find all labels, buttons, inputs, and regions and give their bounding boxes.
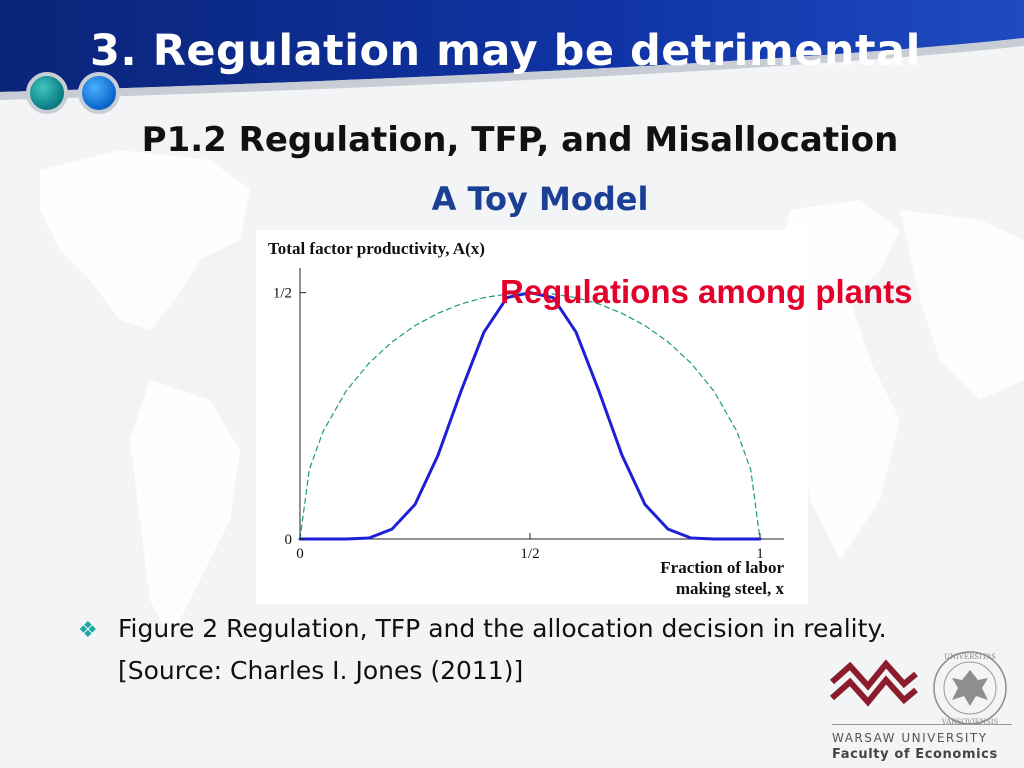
chart-series: [298, 291, 762, 541]
caption-source: [Source: Charles I. Jones (2011)]: [118, 656, 524, 685]
warsaw-university-logo: [830, 659, 918, 707]
y-tick-label: 1/2: [273, 286, 292, 302]
x-tick-label: 1/2: [520, 546, 539, 562]
regulations-callout: Regulations among plants: [500, 273, 913, 310]
footer-university: WARSAW UNIVERSITY: [832, 731, 988, 745]
slide-subtitle: P1.2 Regulation, TFP, and Misallocation: [141, 120, 899, 160]
section-heading: A Toy Model: [431, 180, 649, 218]
tfp-chart: Total factor productivity, A(x) 0 1/2 1 0 1/…: [256, 230, 808, 604]
blue-orb-decoration: [78, 72, 120, 114]
svg-text:VARSOVIENSIS: VARSOVIENSIS: [941, 718, 999, 726]
y-tick-label: 0: [285, 532, 293, 548]
chart-title: Total factor productivity, A(x): [268, 239, 485, 258]
header-band: [0, 0, 1024, 100]
university-seal: UNIVERSITAS VARSOVIENSIS: [933, 651, 1007, 726]
svg-text:UNIVERSITAS: UNIVERSITAS: [944, 653, 996, 661]
north-america-shape: [40, 150, 250, 330]
teal-orb-decoration: [26, 72, 68, 114]
x-tick-label: 1: [756, 546, 764, 562]
x-tick-label: 0: [296, 546, 304, 562]
asia-shape: [900, 210, 1024, 400]
caption-text: Figure 2 Regulation, TFP and the allocat…: [118, 614, 887, 643]
dashed-series-line: [299, 291, 761, 540]
x-axis-label-line1: Fraction of labor: [660, 558, 784, 577]
diamond-four-icon: ❖: [78, 618, 98, 643]
slide-title: 3. Regulation may be detrimental: [90, 26, 921, 76]
chart-ticks: 0 1/2 1 0 1/2: [273, 286, 764, 562]
south-america-shape: [130, 380, 240, 640]
footer-divider: [832, 724, 1012, 725]
footer-faculty: Faculty of Economics: [832, 747, 998, 762]
x-axis-label-line2: making steel, x: [676, 579, 785, 598]
